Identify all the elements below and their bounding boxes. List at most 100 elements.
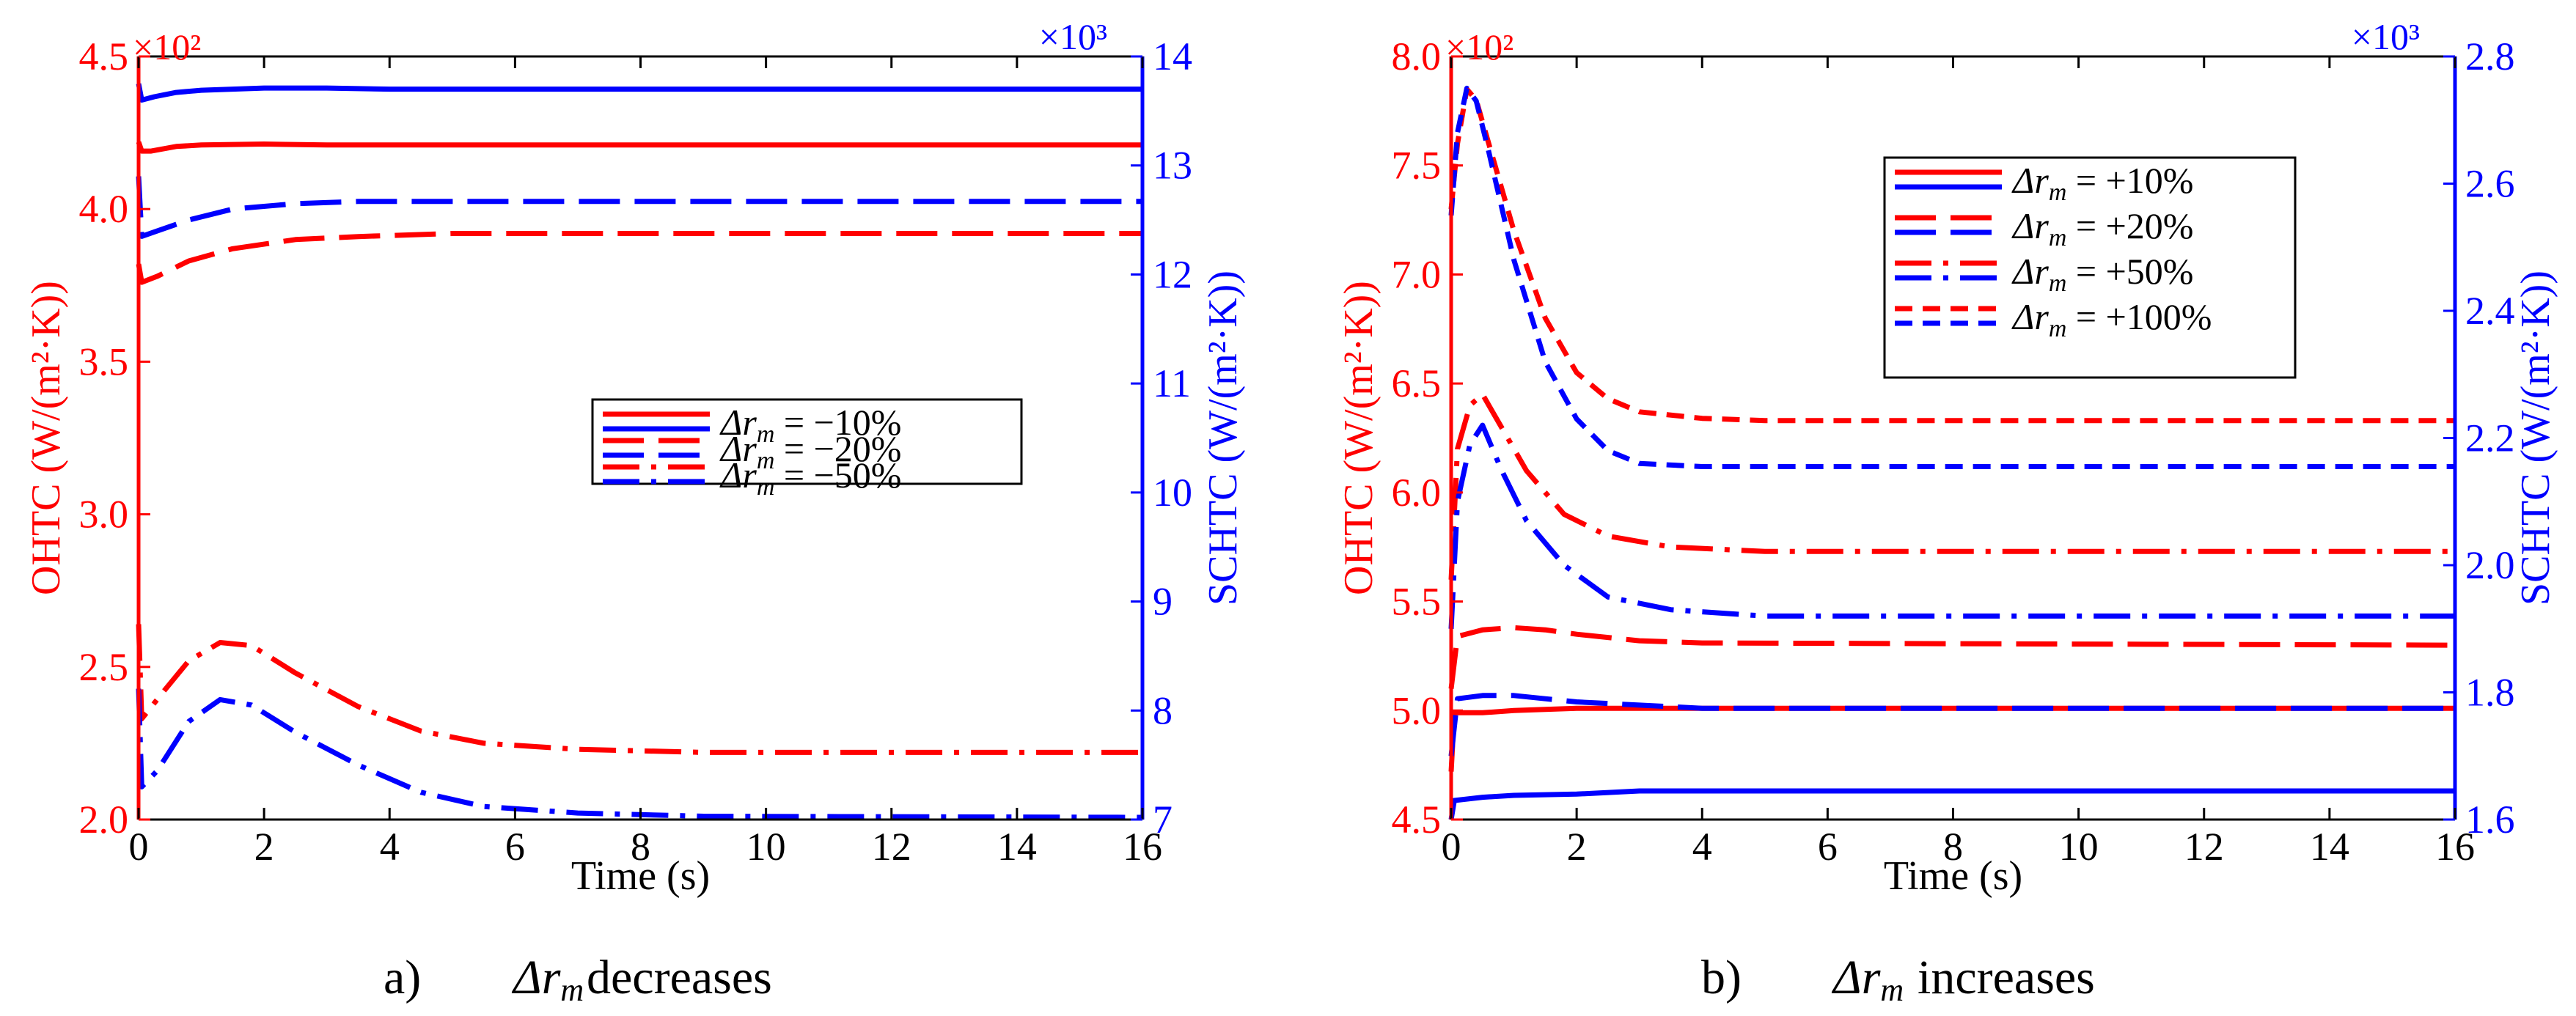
x-tick-label: 10 [746,825,786,869]
left-y-tick-label: 3.5 [79,339,129,383]
left-y-tick-label: 6.5 [1392,361,1442,405]
x-tick-label: 6 [505,825,525,869]
ohtc-line-series-2 [136,231,1142,285]
schtc-line-series-4 [1448,85,2455,469]
caption-symbol-main: Δr [1831,951,1881,1004]
right-y-tick-label: 9 [1153,580,1173,624]
right-y-tick-label: 1.8 [2465,671,2515,715]
left-multiplier: ×10² [1445,26,1513,67]
x-tick-label: 12 [2184,825,2224,869]
legend-value: −50% [814,454,902,496]
x-tick-label: 6 [1818,825,1838,869]
right-y-tick-label: 10 [1153,471,1192,515]
right-y-tick-label: 11 [1153,361,1191,405]
right-y-tick-label: 1.6 [2465,798,2515,842]
x-tick-label: 8 [631,825,650,869]
right-y-tick-label: 8 [1153,688,1173,732]
left-y-tick-label: 5.0 [1392,688,1442,732]
legend-value: +100% [2106,296,2212,337]
x-tick-label: 4 [380,825,400,869]
schtc-line-series-2 [136,176,1142,239]
x-tick-label: 0 [1442,825,1461,869]
right-y-tick-label: 7 [1153,798,1173,842]
x-tick-label: 4 [1692,825,1712,869]
caption-symbol-main: Δr [511,951,561,1004]
panel-b: 0 2 4 6 8 10 12 14 16 Time (s) 4.5 5.0 5.5 6.0 6.5 7.0 7… [1336,16,2558,1008]
schtc-line-series-2 [1448,693,2455,757]
schtc-line-series-1 [136,83,1142,103]
data-lines [1448,85,2456,820]
right-y-tick-label: 2.2 [2465,416,2515,460]
legend: Δrm = −10%Δrm = −20%Δrm = −50% [591,398,1023,501]
right-y-tick-label: 2.8 [2465,34,2515,78]
caption-symbol-sub: m [1880,972,1904,1008]
right-y-tick-label: 2.6 [2465,162,2515,206]
ohtc-line-series-1 [1448,705,2455,772]
x-tick-label: 16 [2435,825,2475,869]
caption-suffix: increases [1918,951,2095,1004]
right-multiplier: ×10³ [1039,16,1107,57]
ohtc-line-series-3 [136,624,1142,755]
x-tick-label: 0 [129,825,149,869]
left-multiplier: ×10² [133,26,201,67]
right-axis-title: SCHTC (W/(m²·K)) [1200,270,1246,605]
ohtc-line-series-2 [1448,625,2456,689]
x-tick-label: 14 [997,825,1037,869]
right-multiplier: ×10³ [2352,16,2420,57]
caption-suffix: decreases [587,951,772,1004]
legend-value: +10% [2106,160,2194,201]
legend-label: Δrm = −20% [719,428,901,474]
left-axis-title: OHTC (W/(m²·K)) [1336,281,1381,595]
right-y-tick-label: 12 [1153,252,1192,296]
left-y-tick-label: 2.5 [79,645,129,689]
ohtc-line-series-3 [1448,391,2455,580]
left-y-tick-label: 4.0 [79,187,129,231]
legend-label: Δrm = +10% [2011,160,2193,206]
legend-value: −10% [814,402,902,443]
legend-box [1883,156,2297,379]
left-axis-title: OHTC (W/(m²·K)) [23,281,69,595]
caption-symbol: Δrm [511,951,584,1008]
x-tick-label: 2 [254,825,274,869]
data-lines [136,83,1143,820]
left-y-tick-label: 6.0 [1392,471,1442,515]
left-y-tick-label: 5.5 [1392,580,1442,624]
panel-a: 0 2 4 6 8 10 12 14 16 Time (s) 2.0 2.5 3.0 3.5 4.0 4.5 7… [23,16,1246,1008]
left-y-tick-label: 7.0 [1392,252,1442,296]
x-tick-label: 2 [1567,825,1587,869]
legend-value: +20% [2106,205,2194,246]
left-y-tick-label: 2.0 [79,798,129,842]
schtc-line-series-1 [1448,788,2455,820]
right-y-tick-label: 14 [1153,34,1192,78]
ohtc-line-series-1 [136,141,1142,154]
caption-symbol: Δrm [1831,951,1904,1008]
legend-label: Δrm = +100% [2011,296,2212,342]
caption-prefix: a) [384,951,421,1004]
x-tick-label: 10 [2059,825,2099,869]
right-y-tick-label: 2.4 [2465,289,2515,333]
left-y-tick-label: 3.0 [79,493,129,537]
x-axis-label: Time (s) [1884,853,2022,899]
left-y-tick-label: 7.5 [1392,144,1442,188]
left-y-tick-label: 4.5 [1392,798,1442,842]
legend-value: −20% [814,428,902,469]
x-tick-label: 8 [1943,825,1963,869]
left-y-tick-label: 4.5 [79,34,129,78]
right-y-tick-label: 13 [1153,144,1192,188]
x-axis-label: Time (s) [571,853,710,899]
caption-symbol-sub: m [560,972,584,1008]
legend-label: Δrm = −10% [719,402,901,448]
caption-prefix: b) [1701,951,1742,1004]
right-axis-title: SCHTC (W/(m²·K)) [2513,270,2558,605]
x-tick-label: 14 [2310,825,2349,869]
left-y-tick-label: 8.0 [1392,34,1442,78]
schtc-line-series-3 [1448,422,2455,629]
x-tick-label: 12 [872,825,911,869]
x-tick-label: 16 [1123,825,1162,869]
legend-label: Δrm = +50% [2011,251,2193,297]
legend-label: Δrm = +20% [2011,205,2193,251]
legend-value: +50% [2106,251,2194,292]
legend: Δrm = +10%Δrm = +20%Δrm = +50%Δrm = +100… [1883,156,2297,379]
legend-label: Δrm = −50% [719,454,901,501]
